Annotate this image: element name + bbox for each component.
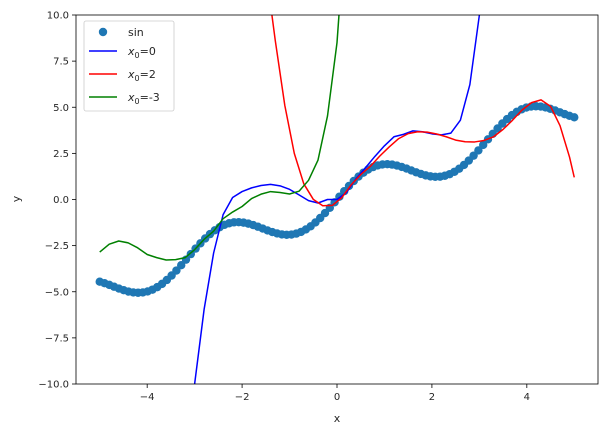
x-axis-label: x [334, 412, 341, 425]
scatter-point [478, 140, 488, 150]
legend-label-x0-2-sub: 0 [135, 74, 140, 83]
legend: sin x0=0 x0=2 x0=-3 [83, 20, 175, 112]
y-axis-ticks: −10.0 −7.5 −5.0 −2.5 0.0 2.5 5.0 7.5 10.0 [38, 11, 76, 391]
legend-label-x0-neg3-suffix: =-3 [140, 91, 160, 104]
legend-label-x0-0-suffix: =0 [140, 45, 156, 58]
legend-box [83, 20, 175, 112]
y-tick-label: −2.5 [45, 241, 69, 252]
series-line-1 [271, 15, 576, 207]
data-layer [95, 15, 579, 384]
y-tick-label: 2.5 [53, 149, 69, 160]
y-tick-label: 10.0 [47, 11, 69, 22]
legend-label-x0-0-base: x [127, 45, 135, 58]
legend-label-x0-0: x0=0 [127, 45, 156, 60]
series-line-2 [99, 15, 340, 261]
legend-label-sin: sin [128, 26, 144, 39]
x-tick-label: 2 [429, 392, 435, 403]
legend-label-x0-2-base: x [127, 68, 135, 81]
legend-label-x0-neg3-base: x [127, 91, 135, 104]
x-tick-label: −2 [235, 392, 250, 403]
legend-label-x0-2-suffix: =2 [140, 68, 156, 81]
x-tick-label: 0 [334, 392, 340, 403]
y-tick-label: 0.0 [53, 195, 69, 206]
scatter-point [570, 113, 579, 122]
legend-label-x0-2: x0=2 [127, 68, 156, 83]
legend-marker-sin [98, 27, 108, 37]
x-tick-label: −4 [140, 392, 155, 403]
y-axis-label: y [10, 195, 23, 202]
x-axis-ticks: −4 −2 0 2 4 [140, 384, 530, 403]
x-tick-label: 4 [524, 392, 530, 403]
y-tick-label: 7.5 [53, 57, 69, 68]
y-tick-label: 5.0 [53, 103, 69, 114]
scatter-point [474, 146, 483, 155]
legend-label-x0-neg3-sub: 0 [135, 97, 140, 106]
legend-label-x0-neg3: x0=-3 [127, 91, 160, 106]
y-tick-label: −10.0 [38, 380, 69, 391]
legend-label-x0-0-sub: 0 [135, 51, 140, 60]
y-tick-label: −7.5 [45, 333, 69, 344]
y-tick-label: −5.0 [45, 287, 69, 298]
scatter-point [177, 261, 186, 270]
